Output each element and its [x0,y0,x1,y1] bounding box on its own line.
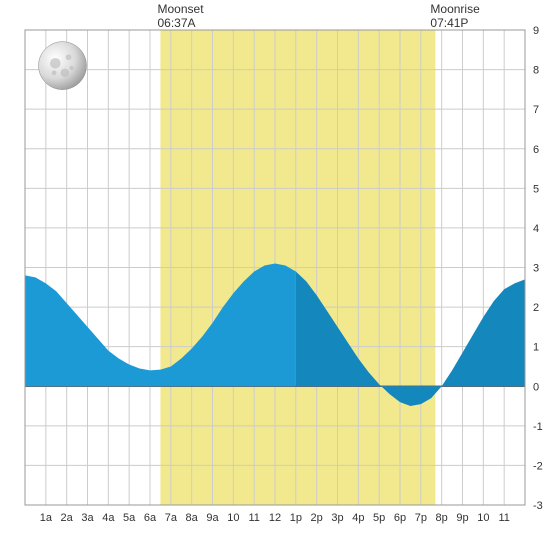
x-tick-label: 12 [269,512,281,524]
y-tick-label: 2 [533,302,539,314]
tide-chart: 1a2a3a4a5a6a7a8a9a1011121p2p3p4p5p6p7p8p… [0,0,550,550]
x-tick-label: 5p [373,512,385,524]
x-tick-label: 8a [186,512,199,524]
x-tick-label: 7p [415,512,427,524]
y-tick-label: 7 [533,104,539,116]
x-tick-label: 3p [331,512,343,524]
y-tick-label: 9 [533,25,539,37]
y-tick-label: -1 [533,421,543,433]
y-tick-label: 0 [533,381,539,393]
moonrise-title: Moonrise [430,2,479,16]
x-tick-label: 11 [248,512,259,524]
y-tick-label: 1 [533,342,539,354]
x-tick-label: 5a [123,512,136,524]
moonrise-time: 07:41P [430,16,479,30]
x-tick-label: 1a [40,512,53,524]
x-tick-label: 7a [165,512,178,524]
x-tick-label: 3a [81,512,94,524]
x-tick-label: 9p [456,512,468,524]
x-tick-label: 4a [102,512,115,524]
x-tick-label: 6p [394,512,406,524]
y-tick-label: 4 [533,223,539,235]
x-tick-label: 11 [498,512,509,524]
x-tick-label: 2p [311,512,323,524]
y-tick-label: 8 [533,65,539,77]
x-tick-label: 9a [206,512,219,524]
moonset-title: Moonset [158,2,204,16]
y-tick-label: -3 [533,500,543,512]
moonset-time: 06:37A [158,16,204,30]
moonset-annotation: Moonset 06:37A [158,2,204,31]
y-tick-label: 5 [533,183,539,195]
moonrise-annotation: Moonrise 07:41P [430,2,479,31]
x-tick-label: 10 [477,512,489,524]
x-tick-label: 6a [144,512,157,524]
x-tick-label: 10 [227,512,239,524]
x-tick-label: 8p [436,512,448,524]
moon-icon [39,42,87,90]
x-tick-label: 1p [290,512,302,524]
y-tick-label: 6 [533,144,539,156]
x-tick-label: 4p [352,512,364,524]
y-tick-label: -2 [533,460,543,472]
chart-svg: 1a2a3a4a5a6a7a8a9a1011121p2p3p4p5p6p7p8p… [0,0,550,550]
x-tick-label: 2a [61,512,74,524]
y-tick-label: 3 [533,263,539,275]
